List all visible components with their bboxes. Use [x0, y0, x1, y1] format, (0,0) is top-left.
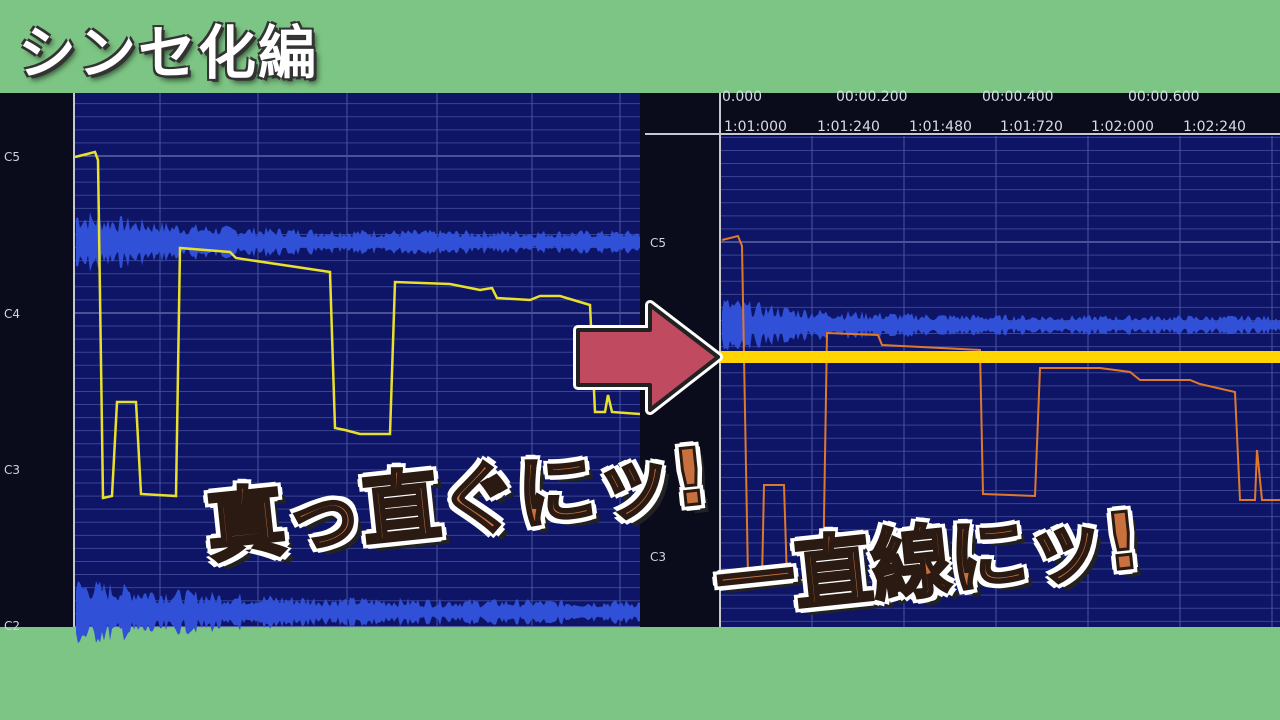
note-label-c5: C5: [650, 236, 666, 250]
ruler-bottom-5: 1:02:240: [1183, 119, 1246, 135]
right-panel: 0.000 00:00.200 00:00.400 00:00.600 1:01…: [640, 89, 1280, 627]
ruler-bottom-2: 1:01:480: [909, 119, 972, 135]
note-label-c3: C3: [650, 550, 666, 564]
note-label-c2: C2: [4, 619, 20, 633]
right-arrow-icon: [573, 300, 723, 415]
note-label-c3: C3: [4, 463, 20, 477]
ruler-bottom-4: 1:02:000: [1091, 119, 1154, 135]
ruler-top-2: 00:00.400: [982, 89, 1054, 105]
waveform-upper: [76, 212, 640, 272]
waveform-lower: [76, 580, 640, 644]
left-panel: C5 C4 C3 C2: [0, 93, 641, 644]
waveform-right: [722, 299, 1280, 351]
piano-label-column: [0, 93, 73, 627]
ruler-top-0: 0.000: [722, 89, 762, 105]
left-grid: [73, 93, 640, 628]
pitch-curve-before: [74, 150, 641, 500]
video-title: シンセ化編: [18, 19, 319, 87]
ruler-bottom-3: 1:01:720: [1000, 119, 1063, 135]
note-label-c5: C5: [4, 150, 20, 164]
flat-pitch-line: [720, 351, 1280, 363]
ruler-bottom-1: 1:01:240: [817, 119, 880, 135]
ruler-top-1: 00:00.200: [836, 89, 908, 105]
ruler-top-3: 00:00.600: [1128, 89, 1200, 105]
pitch-curve-original: [721, 234, 1280, 582]
note-label-c4: C4: [4, 307, 20, 321]
ruler-bottom-0: 1:01:000: [724, 119, 787, 135]
right-editor-area: [720, 136, 1280, 627]
